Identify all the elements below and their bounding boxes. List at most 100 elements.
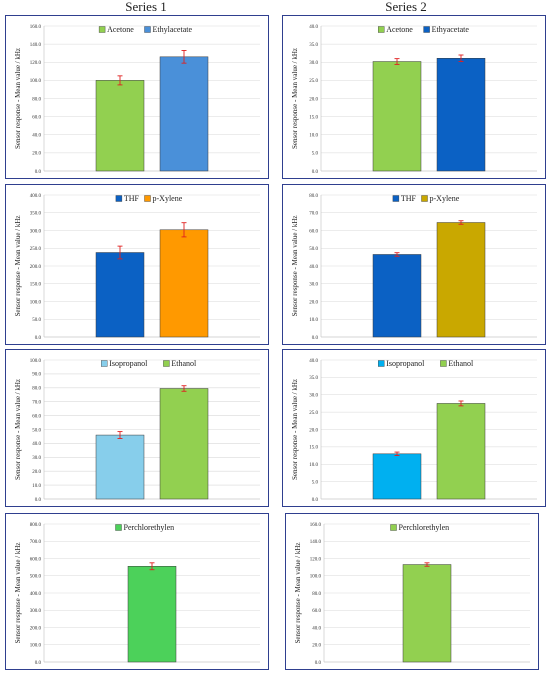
y-tick-label: 5.0 [312,152,319,157]
legend-swatch [390,524,397,531]
y-tick-label: 30.0 [309,61,318,66]
y-tick-label: 80.0 [312,592,321,597]
bar-acetone [95,80,145,172]
legend-label: p-Xylene [153,194,183,203]
y-tick-label: 500.0 [30,575,42,580]
legend-label: THF [401,194,417,203]
y-tick-label: 160.0 [310,523,322,528]
legend-swatch [100,360,108,367]
y-tick-label: 350.0 [30,212,42,217]
y-tick-label: 400.0 [30,194,42,199]
y-axis-label: Sensor response - Mean value / kHz [291,379,299,480]
chart-svg: 0.0 20.0 40.0 60.0 80.0 100.0 120.0 140.0 160.0 S… [14,25,260,175]
chart-svg: 0.0 10.0 20.0 30.0 40.0 50.0 60.0 70.0 80.0 90.0 1… [14,359,260,503]
chart-panel-s1-r2: 0.0 50.0 100.0 150.0 200.0 250.0 300.0 350.0 400… [5,184,269,345]
chart-panel-s2-r1: 0.0 5.0 10.0 15.0 20.0 25.0 30.0 35.0 40.0 Sensor… [282,15,546,179]
y-tick-label: 20.0 [32,152,41,157]
y-tick-label: 35.0 [309,43,318,48]
chart-panel-s2-r2: 0.0 10.0 20.0 30.0 40.0 50.0 60.0 70.0 80.0 Senso… [282,184,546,345]
y-tick-label: 600.0 [30,557,42,562]
bar-isopropanol [95,434,145,500]
bar-p-xylene [436,222,486,338]
legend-label: Acetone [386,25,413,34]
y-tick-label: 20.0 [32,470,41,475]
y-tick-label: 80.0 [32,387,41,392]
y-tick-label: 60.0 [312,609,321,614]
legend-swatch [115,524,122,531]
bar-thf [95,252,145,338]
y-tick-label: 0.0 [312,170,319,175]
y-tick-label: 50.0 [309,247,318,252]
y-tick-label: 20.0 [309,428,318,433]
y-tick-label: 35.0 [309,376,318,381]
legend-swatch [421,195,428,202]
bar-perchlorethylen [402,564,452,663]
y-tick-label: 200.0 [30,265,42,270]
y-axis-label: Sensor response - Mean value / kHz [14,215,22,316]
y-tick-label: 40.0 [309,359,318,364]
y-tick-label: 0.0 [35,336,42,341]
chart-panel-s1-r3: 0.0 10.0 20.0 30.0 40.0 50.0 60.0 70.0 80.0 90.0 1… [5,349,269,507]
y-tick-label: 60.0 [32,115,41,120]
legend-label: Acetone [107,25,134,34]
y-tick-label: 20.0 [309,97,318,102]
y-tick-label: 25.0 [309,79,318,84]
y-tick-label: 0.0 [312,336,319,341]
legend-swatch [392,195,400,202]
y-tick-label: 10.0 [309,134,318,139]
y-tick-label: 15.0 [309,115,318,120]
y-tick-label: 40.0 [309,25,318,30]
chart-panel-s2-r4: 0.0 20.0 40.0 60.0 80.0 100.0 120.0 140.0 160.0 S… [285,513,539,670]
y-tick-label: 150.0 [30,283,42,288]
y-tick-label: 70.0 [309,212,318,217]
bar-acetone [372,61,422,172]
y-tick-label: 160.0 [30,25,42,30]
y-tick-label: 90.0 [32,373,41,378]
legend-label: Isopropanol [109,359,148,368]
chart-svg: 0.0 50.0 100.0 150.0 200.0 250.0 300.0 350.0 400… [14,194,260,341]
y-tick-label: 0.0 [35,661,42,666]
legend-label: Ethyacetate [432,25,470,34]
legend-swatch [115,195,123,202]
bar-p-xylene [159,229,209,338]
legend-label: Ethylacetate [153,25,193,34]
y-tick-label: 100.0 [30,300,42,305]
y-tick-label: 0.0 [312,498,319,503]
y-tick-label: 60.0 [32,414,41,419]
legend-label: Ethanol [448,359,474,368]
legend-label: THF [124,194,140,203]
y-axis-label: Sensor response - Mean value / kHz [14,379,22,480]
y-tick-label: 20.0 [312,644,321,649]
y-tick-label: 0.0 [35,498,42,503]
y-tick-label: 100.0 [310,575,322,580]
y-tick-label: 25.0 [309,411,318,416]
chart-svg: 0.0 10.0 20.0 30.0 40.0 50.0 60.0 70.0 80.0 Senso… [291,194,537,341]
y-axis-label: Sensor response - Mean value / kHz [294,542,302,643]
y-tick-label: 120.0 [310,557,322,562]
y-tick-label: 10.0 [32,484,41,489]
y-axis-label: Sensor response - Mean value / kHz [291,215,299,316]
chart-panel-s1-r1: 0.0 20.0 40.0 60.0 80.0 100.0 120.0 140.0 160.0 S… [5,15,269,179]
bar-ethanol [159,388,209,500]
y-tick-label: 10.0 [309,463,318,468]
y-tick-label: 50.0 [32,428,41,433]
y-tick-label: 70.0 [32,401,41,406]
bar-ethylacetate [159,56,209,172]
y-tick-label: 100.0 [30,644,42,649]
legend-swatch [144,195,151,202]
y-tick-label: 100.0 [30,359,42,364]
y-tick-label: 200.0 [30,626,42,631]
chart-panel-s1-r4: 0.0 100.0 200.0 300.0 400.0 500.0 600.0 700.0 80… [5,513,269,670]
bar-perchlorethylen [127,566,177,663]
chart-panel-s2-r3: 0.0 5.0 10.0 15.0 20.0 25.0 30.0 35.0 40.0 Sensor… [282,349,546,507]
bar-isopropanol [372,453,422,500]
y-tick-label: 40.0 [309,265,318,270]
y-tick-label: 0.0 [315,661,322,666]
y-tick-label: 80.0 [32,97,41,102]
legend-swatch [423,26,430,33]
y-tick-label: 5.0 [312,480,319,485]
series1-header: Series 1 [125,0,167,14]
legend-swatch [377,26,385,33]
y-tick-label: 80.0 [309,194,318,199]
y-tick-label: 30.0 [32,456,41,461]
